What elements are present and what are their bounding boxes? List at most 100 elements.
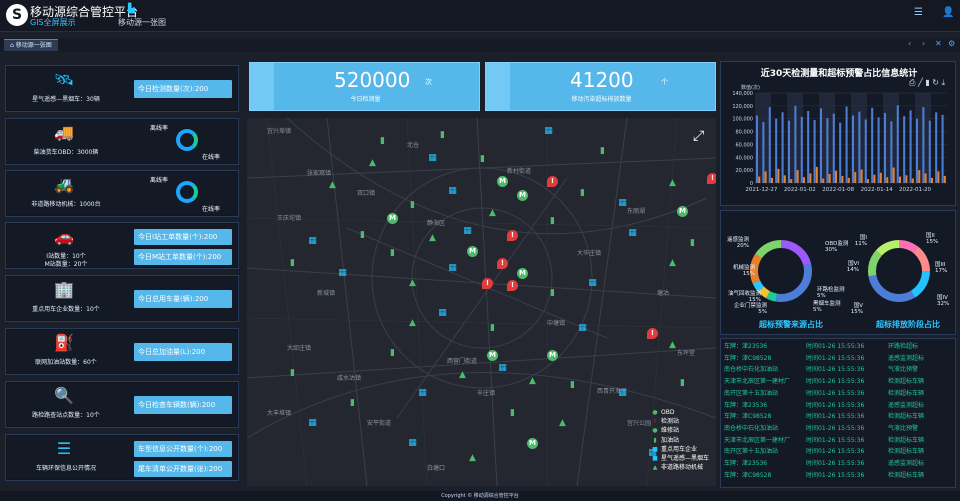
obd-marker-icon[interactable]: M [467, 246, 478, 257]
bar-icon[interactable]: ▮ [925, 78, 930, 87]
machinery-marker-icon[interactable]: ▲ [669, 340, 676, 350]
enterprise-marker-icon[interactable]: ▦ [308, 236, 317, 246]
detection-station-icon[interactable]: ! [547, 176, 558, 187]
detection-station-icon[interactable]: ! [507, 230, 518, 241]
bar[interactable] [871, 107, 874, 183]
bar[interactable] [845, 106, 848, 184]
alert-row[interactable]: 车牌：津23536 时间01-26 15:55:36 遥感监测超标 [722, 457, 956, 468]
bar[interactable] [758, 176, 761, 183]
gas-station-marker-icon[interactable]: ▮ [390, 348, 395, 358]
obd-marker-icon[interactable]: M [387, 213, 398, 224]
bar[interactable] [783, 175, 786, 183]
bar[interactable] [841, 175, 844, 183]
obd-marker-icon[interactable]: M [547, 350, 558, 361]
obd-marker-icon[interactable]: M [497, 176, 508, 187]
bar[interactable] [819, 108, 823, 183]
detection-station-icon[interactable]: ! [497, 258, 508, 269]
gas-station-marker-icon[interactable]: ▮ [480, 154, 485, 164]
i-station-orders-button[interactable]: 今日I站工单数量(个):200 [134, 229, 232, 245]
gas-station-marker-icon[interactable]: ▮ [600, 146, 605, 156]
bar[interactable] [886, 177, 889, 183]
legend-item[interactable]: ■ 星气遥感—黑烟车 [649, 454, 709, 463]
bar[interactable] [877, 117, 880, 183]
inspected-vehicles-button[interactable]: 今日检查车辆数(辆):200 [134, 396, 232, 414]
machinery-marker-icon[interactable]: ▲ [369, 158, 376, 168]
gas-station-marker-icon[interactable]: ▮ [410, 200, 415, 210]
detection-station-icon[interactable]: ! [647, 328, 658, 339]
fuel-volume-button[interactable]: 今日总加油量(L):200 [134, 343, 232, 361]
enterprise-marker-icon[interactable]: ▦ [338, 268, 347, 278]
alert-row[interactable]: 车牌：津23536 时间01-26 15:55:36 遥感监测超标 [722, 399, 956, 410]
bar[interactable] [941, 114, 944, 183]
home-icon[interactable]: ▙ [128, 4, 135, 14]
enterprise-marker-icon[interactable]: ▦ [408, 438, 417, 448]
expand-icon[interactable]: ⤢ [693, 128, 705, 144]
machinery-marker-icon[interactable]: ▲ [329, 180, 336, 190]
alert-row[interactable]: 车牌：津C98528 时间01-26 15:55:36 遥感监测超标 [722, 352, 956, 363]
alert-row[interactable]: 车牌：津C98528 时间01-26 15:55:36 检测超标车辆 [722, 469, 956, 480]
m-station-orders-button[interactable]: 今日M站工单数量(个):200 [134, 249, 232, 265]
bar[interactable] [873, 174, 876, 183]
bar[interactable] [858, 111, 861, 183]
tab-next-icon[interactable]: › [922, 39, 926, 48]
gis-map[interactable]: 宜兴埠镇 北仓 张家窝镇 双口镇 新村街道 王庆坨镇 静海区 东丽湖 大毕庄镇 塘沽 新城镇 中塘镇大… [247, 118, 716, 486]
model-disclosure-button[interactable]: 车型信息公开数量(个):200 [134, 441, 232, 457]
donut-slice[interactable] [868, 240, 930, 302]
bar[interactable] [847, 177, 850, 183]
enterprise-marker-icon[interactable]: ▦ [578, 323, 587, 333]
bar[interactable] [796, 170, 799, 183]
bar[interactable] [903, 116, 906, 183]
bar[interactable] [800, 116, 803, 183]
bar[interactable] [781, 112, 784, 183]
gas-station-marker-icon[interactable]: ▮ [360, 230, 365, 240]
enterprise-marker-icon[interactable]: ▦ [448, 186, 457, 196]
machinery-marker-icon[interactable]: ▲ [469, 453, 476, 463]
obd-marker-icon[interactable]: M [487, 350, 498, 361]
bar[interactable] [931, 177, 934, 183]
donut-slice[interactable] [868, 240, 930, 302]
tab-close-icon[interactable]: ✕ [935, 39, 942, 48]
gas-station-marker-icon[interactable]: ▮ [490, 323, 495, 333]
bar[interactable] [890, 121, 893, 183]
bar[interactable] [790, 179, 793, 183]
enterprise-marker-icon[interactable]: ▦ [628, 228, 637, 238]
enterprise-marker-icon[interactable]: ▦ [448, 263, 457, 273]
gas-station-marker-icon[interactable]: ▮ [440, 130, 445, 140]
data-view-icon[interactable]: ⎙ [909, 78, 916, 87]
gas-station-marker-icon[interactable]: ▮ [380, 136, 385, 146]
bar[interactable] [832, 113, 835, 183]
bar[interactable] [892, 167, 895, 183]
bar[interactable] [924, 173, 927, 183]
bar[interactable] [826, 118, 829, 183]
bar[interactable] [883, 112, 887, 183]
bar[interactable] [775, 118, 778, 183]
alert-row[interactable]: 南开区第十五加油站 时间01-26 15:55:36 检测超标车辆 [722, 387, 956, 398]
legend-item[interactable]: ! 检测站 [649, 417, 709, 426]
gas-station-marker-icon[interactable]: ▮ [690, 238, 695, 248]
bar[interactable] [771, 177, 774, 183]
user-icon[interactable]: 👤 [942, 7, 955, 18]
machinery-marker-icon[interactable]: ▲ [669, 258, 676, 268]
gas-station-marker-icon[interactable]: ▮ [580, 188, 585, 198]
bar[interactable] [809, 173, 812, 183]
menu-icon[interactable]: ☰ [914, 7, 923, 18]
enterprise-marker-icon[interactable]: ▦ [438, 308, 447, 318]
machinery-marker-icon[interactable]: ▲ [429, 233, 436, 243]
obd-marker-icon[interactable]: M [517, 190, 528, 201]
bar[interactable] [918, 170, 921, 183]
donut-slice[interactable] [750, 240, 812, 302]
alert-row[interactable]: 南开区第十五加油站 时间01-26 15:55:36 检测超标车辆 [722, 445, 956, 456]
enterprise-marker-icon[interactable]: ▦ [648, 448, 657, 458]
bar[interactable] [768, 107, 771, 183]
legend-item[interactable]: ● OBD [649, 408, 709, 417]
bar[interactable] [822, 178, 825, 184]
bar[interactable] [935, 112, 938, 183]
detection-station-icon[interactable]: ! [707, 173, 716, 184]
donut-slice[interactable] [868, 240, 930, 302]
bar[interactable] [851, 115, 855, 184]
detection-station-icon[interactable]: ! [507, 280, 518, 291]
bar[interactable] [922, 107, 925, 183]
legend-item[interactable]: ▲ 非道路移动机械 [649, 463, 709, 472]
bar[interactable] [879, 172, 882, 183]
gas-station-marker-icon[interactable]: ▮ [550, 216, 555, 226]
